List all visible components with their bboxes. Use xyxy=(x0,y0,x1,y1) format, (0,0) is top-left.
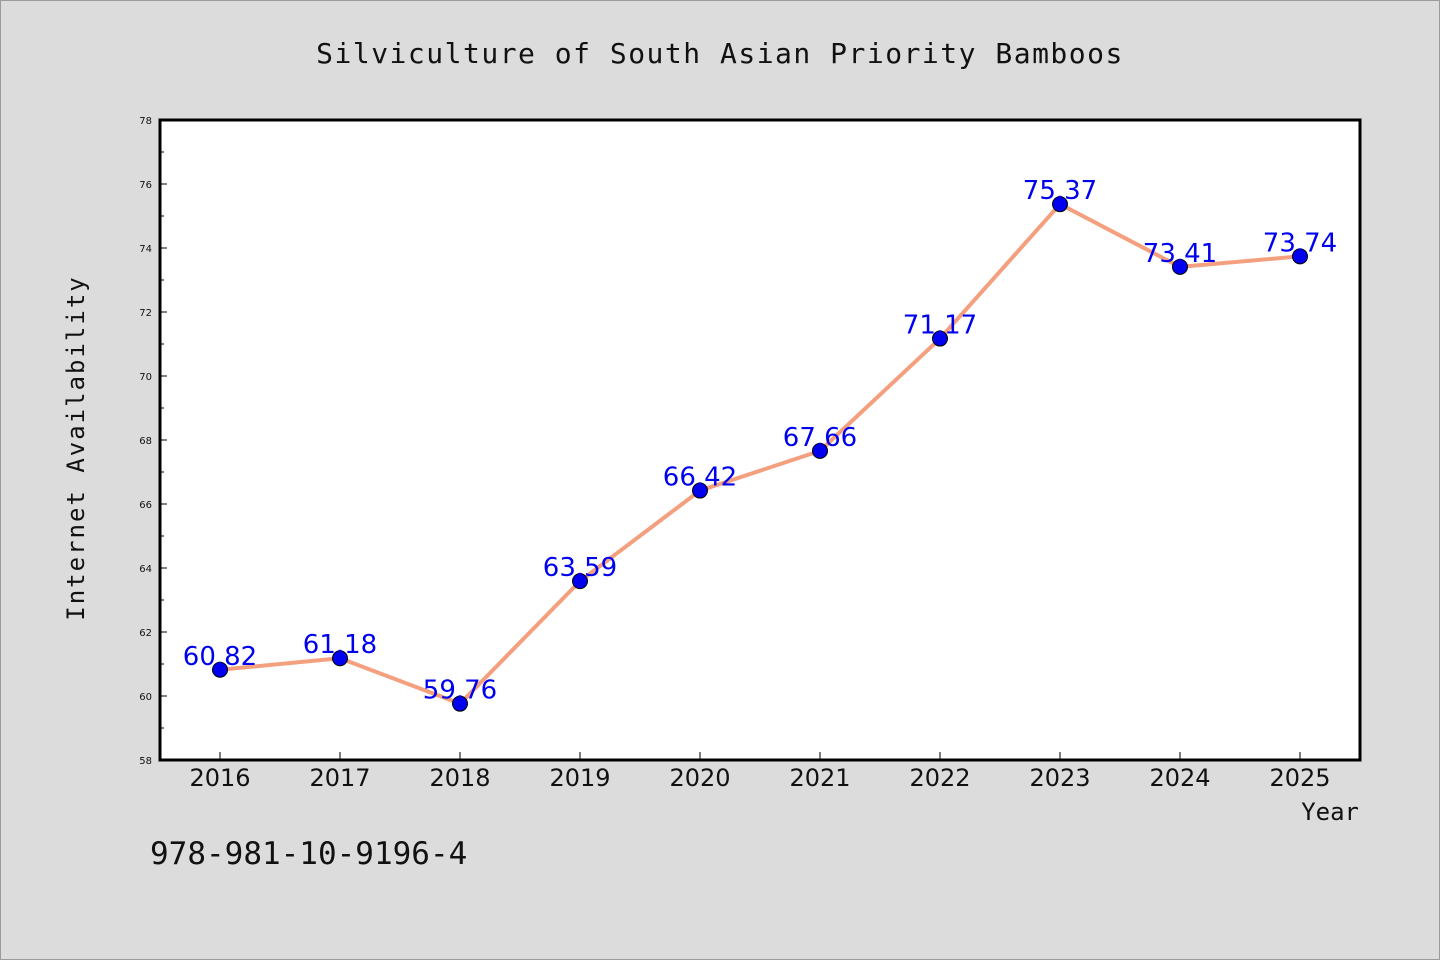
data-label: 73.41 xyxy=(1143,239,1217,269)
data-point xyxy=(1052,196,1068,213)
y-axis: 58 60 62 64 66 68 70 72 74 76 78 xyxy=(139,116,167,767)
data-point xyxy=(212,661,228,678)
data-markers xyxy=(212,196,1308,712)
data-label: 73.74 xyxy=(1263,228,1337,258)
data-label: 66.42 xyxy=(663,463,737,493)
data-label: 63.59 xyxy=(543,553,617,583)
y-tick-label: 76 xyxy=(139,180,152,191)
series-line-group xyxy=(218,202,1302,706)
data-label: 71.17 xyxy=(903,311,977,341)
data-label: 59.76 xyxy=(423,676,497,706)
x-tick-label: 2016 xyxy=(189,764,250,792)
y-tick-label: 70 xyxy=(139,372,152,383)
x-tick-label: 2017 xyxy=(309,764,370,792)
data-point xyxy=(572,573,588,590)
x-tick-label: 2023 xyxy=(1029,764,1090,792)
data-point xyxy=(332,650,348,667)
data-point xyxy=(812,442,828,459)
x-tick-label: 2022 xyxy=(909,764,970,792)
x-tick-label: 2019 xyxy=(549,764,610,792)
x-axis: 2016 2017 2018 2019 2020 2021 2022 2023 2024 2025 xyxy=(189,752,1331,792)
y-tick-label: 62 xyxy=(139,628,152,639)
x-axis-label: Year xyxy=(1301,798,1359,826)
data-label: 67.66 xyxy=(783,423,857,453)
y-tick-label: 72 xyxy=(139,308,152,319)
y-tick-label: 64 xyxy=(139,564,152,575)
y-tick-label: 74 xyxy=(139,244,152,255)
data-label: 60.82 xyxy=(183,642,257,672)
y-tick-label: 66 xyxy=(139,500,152,511)
data-label: 61.18 xyxy=(303,630,377,660)
x-tick-label: 2021 xyxy=(789,764,850,792)
y-axis-label: Internet Availability xyxy=(62,275,90,620)
annotation-text: 978-981-10-9196-4 xyxy=(150,836,467,872)
data-point xyxy=(1172,258,1188,275)
x-tick-label: 2018 xyxy=(429,764,490,792)
data-point xyxy=(692,482,708,499)
x-tick-label: 2024 xyxy=(1149,764,1210,792)
series-line xyxy=(218,202,1302,706)
data-point xyxy=(1292,248,1308,265)
y-tick-label: 60 xyxy=(139,692,152,703)
y-tick-label: 78 xyxy=(139,116,152,127)
data-labels: 60.82 61.18 59.76 63.59 66.42 67.66 71.17 75.37… xyxy=(183,176,1337,706)
x-tick-label: 2020 xyxy=(669,764,730,792)
x-tick-label: 2025 xyxy=(1269,764,1330,792)
chart-title: Silviculture of South Asian Priority Bam… xyxy=(316,37,1124,70)
data-label: 75.37 xyxy=(1023,176,1097,206)
y-tick-label: 68 xyxy=(139,436,152,447)
data-point xyxy=(452,695,468,712)
data-point xyxy=(932,330,948,347)
plot-area xyxy=(158,118,1362,762)
y-tick-label: 58 xyxy=(139,756,152,767)
